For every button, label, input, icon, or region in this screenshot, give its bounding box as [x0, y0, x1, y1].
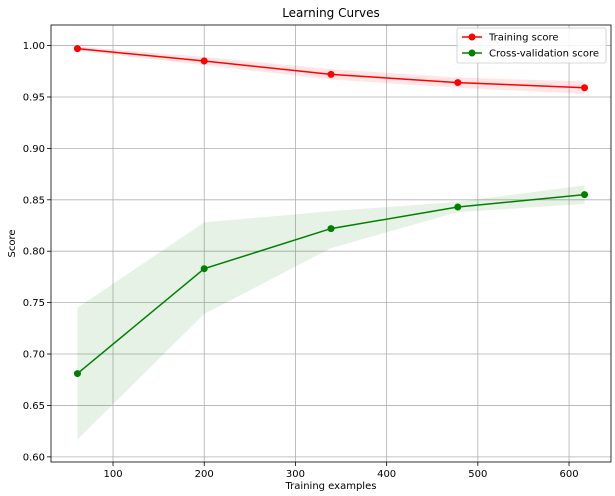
y-tick-label: 0.80 — [23, 247, 45, 258]
legend-training-label: Training score — [488, 33, 559, 44]
legend-cv-label: Cross-validation score — [489, 49, 599, 60]
cv-score-point — [581, 191, 589, 199]
y-tick-label: 0.90 — [23, 144, 45, 155]
training-score-point — [73, 45, 81, 53]
y-tick-label: 0.70 — [23, 350, 45, 361]
legend-cv-marker — [468, 49, 476, 57]
y-tick-label: 0.75 — [23, 298, 45, 309]
chart-title: Learning Curves — [282, 6, 380, 20]
x-axis-label: Training examples — [285, 481, 377, 492]
axis-ticks: 100 200 300 400 500 600 0.60 0.65 0.70 0.75 0.80 0.… — [23, 41, 579, 480]
grid — [51, 25, 611, 462]
x-tick-label: 300 — [286, 469, 305, 480]
x-tick-label: 100 — [103, 469, 122, 480]
plot-frame — [50, 24, 612, 463]
cv-score-point — [327, 225, 335, 233]
legend-training-marker — [468, 33, 476, 41]
legend: Training score Cross-validation score — [456, 27, 607, 64]
cv-score-band — [77, 185, 585, 440]
training-score-point — [454, 79, 462, 87]
training-score-point — [327, 70, 335, 78]
series-points — [73, 45, 589, 378]
x-tick-label: 600 — [559, 469, 578, 480]
cv-score-point — [200, 265, 208, 273]
y-tick-label: 1.00 — [23, 41, 45, 52]
y-tick-label: 0.65 — [23, 401, 45, 412]
x-tick-label: 500 — [468, 469, 487, 480]
y-tick-label: 0.60 — [23, 452, 45, 463]
x-tick-label: 200 — [195, 469, 214, 480]
training-score-point — [200, 57, 208, 65]
y-tick-label: 0.95 — [23, 92, 45, 103]
y-tick-label: 0.85 — [23, 195, 45, 206]
x-tick-label: 400 — [377, 469, 396, 480]
cv-score-point — [454, 203, 462, 211]
y-axis-label: Score — [7, 229, 18, 257]
training-score-point — [581, 84, 589, 92]
cv-score-point — [73, 370, 81, 378]
legend-box — [456, 27, 607, 64]
